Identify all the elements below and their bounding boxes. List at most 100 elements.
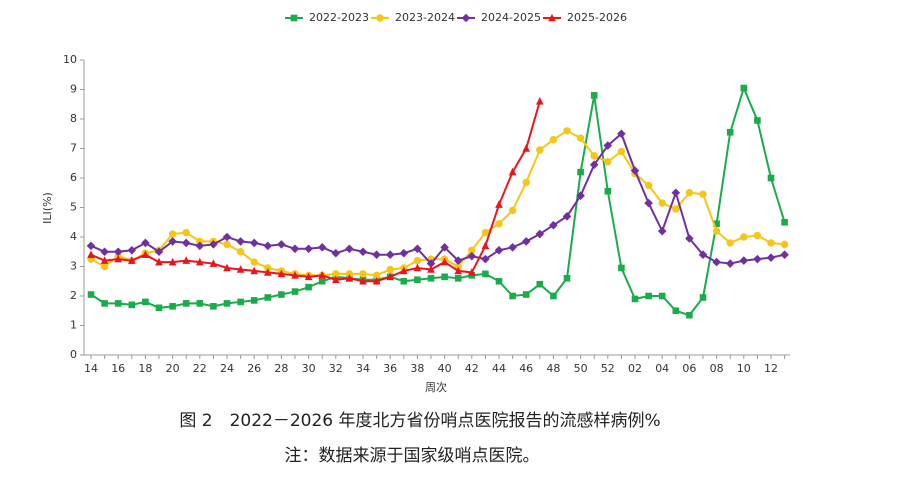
y-tick-label: 9 bbox=[70, 83, 77, 96]
point bbox=[576, 191, 585, 200]
point bbox=[508, 206, 517, 215]
point bbox=[100, 256, 109, 264]
point bbox=[359, 276, 367, 285]
point bbox=[264, 264, 272, 272]
point bbox=[468, 246, 476, 254]
point bbox=[590, 152, 598, 160]
point bbox=[182, 300, 190, 307]
point bbox=[495, 200, 503, 208]
point bbox=[604, 158, 612, 166]
point bbox=[372, 271, 381, 280]
x-tick-label: 38 bbox=[410, 362, 424, 375]
x-axis-label: 周次 bbox=[425, 380, 447, 394]
point bbox=[672, 205, 680, 213]
point bbox=[658, 199, 666, 207]
y-tick-label: 3 bbox=[70, 260, 77, 273]
point bbox=[726, 239, 734, 247]
point bbox=[671, 188, 681, 198]
x-tick-label: 42 bbox=[465, 362, 479, 375]
y-tick-label: 6 bbox=[70, 171, 77, 184]
point bbox=[740, 233, 748, 241]
point bbox=[712, 257, 721, 267]
point bbox=[331, 248, 341, 258]
x-tick-label: 22 bbox=[193, 362, 207, 375]
point bbox=[698, 250, 708, 259]
point bbox=[332, 275, 340, 284]
point bbox=[672, 307, 680, 315]
point bbox=[101, 300, 108, 307]
point bbox=[495, 277, 503, 285]
point bbox=[249, 238, 259, 248]
y-tick-label: 0 bbox=[70, 348, 77, 361]
point bbox=[250, 297, 258, 304]
x-tick-label: 28 bbox=[274, 362, 288, 375]
legend-label: 2025-2026 bbox=[567, 11, 627, 24]
x-tick-label: 06 bbox=[682, 362, 696, 375]
series-line bbox=[90, 101, 541, 283]
point bbox=[413, 263, 422, 272]
point bbox=[182, 256, 190, 264]
point bbox=[454, 266, 462, 275]
point bbox=[223, 300, 231, 307]
point bbox=[548, 13, 556, 22]
point bbox=[685, 234, 694, 243]
point bbox=[291, 288, 299, 295]
point bbox=[413, 256, 422, 265]
point bbox=[113, 247, 123, 257]
x-tick-label: 18 bbox=[138, 362, 152, 375]
point bbox=[767, 239, 775, 247]
point bbox=[414, 276, 421, 284]
x-tick-label: 20 bbox=[166, 362, 180, 375]
series-line bbox=[90, 85, 786, 317]
point bbox=[372, 276, 381, 285]
point bbox=[576, 134, 585, 142]
point bbox=[290, 244, 300, 254]
point bbox=[141, 238, 150, 248]
point bbox=[278, 291, 285, 298]
point bbox=[454, 262, 462, 271]
point bbox=[481, 228, 490, 237]
point bbox=[604, 187, 612, 195]
point bbox=[467, 251, 477, 261]
point bbox=[563, 275, 571, 282]
x-tick-label: 16 bbox=[111, 362, 125, 375]
point bbox=[712, 227, 721, 235]
point bbox=[264, 294, 272, 301]
point bbox=[589, 160, 599, 170]
point bbox=[781, 218, 788, 226]
x-tick-label: 52 bbox=[601, 362, 615, 375]
point bbox=[195, 241, 205, 251]
point bbox=[332, 270, 340, 278]
point bbox=[508, 243, 517, 252]
point bbox=[577, 168, 584, 176]
point bbox=[754, 117, 761, 124]
point bbox=[114, 254, 122, 263]
point bbox=[128, 301, 136, 309]
point bbox=[550, 292, 557, 300]
x-tick-label: 26 bbox=[247, 362, 261, 375]
y-tick-label: 2 bbox=[70, 289, 77, 302]
y-tick-label: 1 bbox=[70, 319, 77, 332]
point bbox=[237, 298, 244, 306]
point bbox=[686, 311, 693, 319]
point bbox=[780, 250, 789, 259]
point bbox=[753, 254, 762, 264]
point bbox=[100, 262, 109, 271]
x-tick-label: 44 bbox=[492, 362, 506, 375]
point bbox=[522, 291, 530, 298]
y-tick-label: 7 bbox=[70, 142, 77, 155]
point bbox=[290, 14, 298, 22]
point bbox=[359, 270, 367, 278]
point bbox=[453, 256, 463, 265]
point bbox=[86, 241, 96, 251]
x-tick-label: 50 bbox=[574, 362, 588, 375]
point bbox=[563, 127, 571, 135]
point bbox=[699, 294, 707, 301]
series-line bbox=[90, 129, 785, 277]
point bbox=[317, 243, 327, 252]
point bbox=[372, 250, 381, 259]
point bbox=[385, 250, 395, 259]
point bbox=[168, 257, 177, 266]
legend-label: 2023-2024 bbox=[395, 11, 455, 24]
